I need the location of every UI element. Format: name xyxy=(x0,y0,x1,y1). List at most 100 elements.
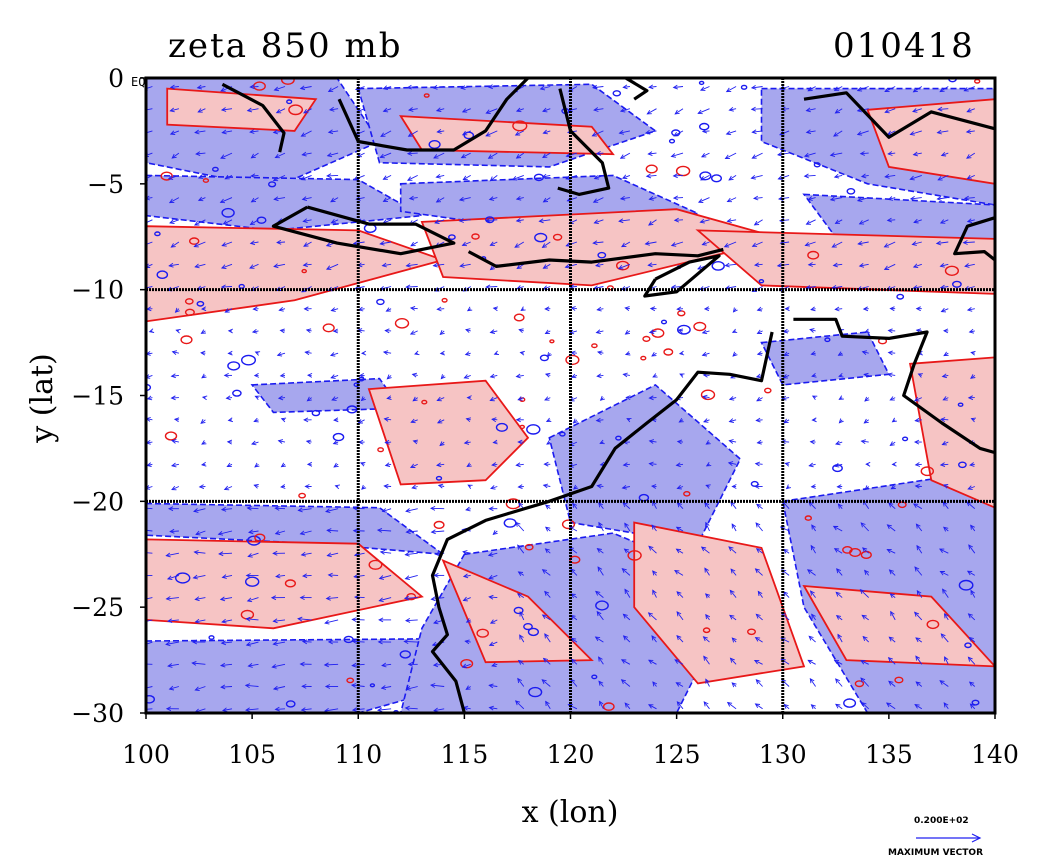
wind-arrow xyxy=(676,701,684,710)
wind-arrow xyxy=(436,129,445,134)
wind-arrow xyxy=(731,682,737,688)
wind-arrow xyxy=(436,462,445,468)
wind-arrow xyxy=(489,396,498,402)
wind-arrow xyxy=(781,395,790,401)
wind-arrow xyxy=(327,572,339,578)
wind-arrow xyxy=(360,350,367,356)
wind-arrow xyxy=(409,305,418,311)
wind-arrow xyxy=(175,328,181,334)
wind-arrow xyxy=(462,596,471,602)
wind-arrow xyxy=(970,417,976,423)
coastline-segment xyxy=(953,216,995,262)
wind-arrow xyxy=(490,485,498,490)
y-axis-title: y (lat) xyxy=(25,353,60,443)
wind-arrow xyxy=(300,174,312,181)
wind-arrow xyxy=(385,307,392,312)
wind-arrow xyxy=(941,440,949,446)
wind-arrow xyxy=(622,372,630,378)
wind-arrow xyxy=(274,505,286,511)
positive-contour-blob xyxy=(512,120,528,132)
wind-arrow xyxy=(833,548,843,554)
wind-arrow xyxy=(519,611,525,621)
negative-contour-blob xyxy=(227,361,241,371)
wind-arrow xyxy=(517,571,525,577)
wind-arrow xyxy=(166,618,179,624)
positive-vorticity-region xyxy=(695,229,995,295)
wind-arrow xyxy=(705,461,712,467)
wind-arrow xyxy=(405,508,418,513)
wind-arrow xyxy=(458,218,471,223)
wind-arrow xyxy=(249,84,259,90)
wind-vectors xyxy=(146,84,976,713)
wind-arrow xyxy=(915,655,923,665)
wind-arrow xyxy=(541,241,551,248)
wind-arrow xyxy=(807,196,816,201)
wind-arrow xyxy=(836,484,843,490)
wind-arrow xyxy=(382,107,392,113)
coastline-segment xyxy=(643,254,721,298)
wind-arrow xyxy=(384,462,392,468)
wind-arrow xyxy=(249,129,259,134)
wind-arrow xyxy=(726,197,737,203)
wind-arrow xyxy=(201,461,207,467)
wind-arrow xyxy=(544,590,551,598)
wind-arrow xyxy=(173,417,180,423)
wind-arrow xyxy=(835,591,843,598)
negative-contour-blob xyxy=(528,686,543,698)
wind-arrow xyxy=(704,567,710,576)
wind-arrow xyxy=(386,395,392,401)
wind-arrow xyxy=(543,461,551,467)
x-tick-label: 110 xyxy=(334,740,382,769)
wind-arrow xyxy=(515,462,524,468)
wind-arrow xyxy=(884,86,896,93)
wind-arrow xyxy=(808,635,816,643)
wind-arrow xyxy=(464,351,471,356)
wind-arrow xyxy=(410,418,418,424)
wind-arrow xyxy=(410,241,418,247)
positive-contour-blob xyxy=(284,579,297,588)
wind-arrow xyxy=(544,548,551,554)
wind-arrow xyxy=(168,262,179,268)
wind-arrow xyxy=(302,573,312,579)
wind-arrow xyxy=(326,528,339,533)
wind-arrow xyxy=(276,239,286,245)
wind-arrow xyxy=(888,636,896,643)
wind-arrow xyxy=(280,417,287,423)
wind-arrow xyxy=(514,130,525,136)
wind-arrow xyxy=(915,681,923,687)
wind-arrow xyxy=(645,173,657,179)
negative-vorticity-region xyxy=(548,383,742,545)
positive-contour-blob xyxy=(253,81,266,91)
wind-arrow xyxy=(705,521,710,532)
wind-arrow xyxy=(619,195,630,201)
wind-arrow xyxy=(624,306,630,311)
wind-arrow xyxy=(811,417,817,423)
wind-arrow xyxy=(912,503,923,510)
wind-arrow xyxy=(943,702,949,710)
positive-contour-blob xyxy=(602,702,615,711)
positive-contour-blob xyxy=(645,164,658,174)
wind-arrow xyxy=(379,240,392,246)
wind-arrow xyxy=(648,84,657,90)
wind-arrow xyxy=(966,174,975,180)
wind-arrow xyxy=(200,419,206,424)
wind-arrow xyxy=(245,707,259,713)
wind-arrow xyxy=(829,196,843,202)
wind-arrow xyxy=(465,417,471,423)
wind-arrow xyxy=(306,461,313,467)
wind-arrow xyxy=(618,218,630,224)
wind-arrow xyxy=(621,174,631,180)
wind-arrow xyxy=(835,440,843,446)
wind-arrow xyxy=(730,501,737,509)
wind-arrow xyxy=(277,395,286,401)
wind-arrow xyxy=(965,129,975,134)
wind-arrow xyxy=(751,129,763,135)
wind-arrow xyxy=(465,506,471,512)
wind-arrow xyxy=(463,374,471,379)
wind-arrow xyxy=(352,528,365,534)
wind-arrow xyxy=(673,130,684,137)
wind-arrow xyxy=(169,84,179,90)
wind-arrow xyxy=(754,703,763,710)
positive-contour-blob xyxy=(591,343,598,349)
negative-contour-blob xyxy=(428,139,441,149)
